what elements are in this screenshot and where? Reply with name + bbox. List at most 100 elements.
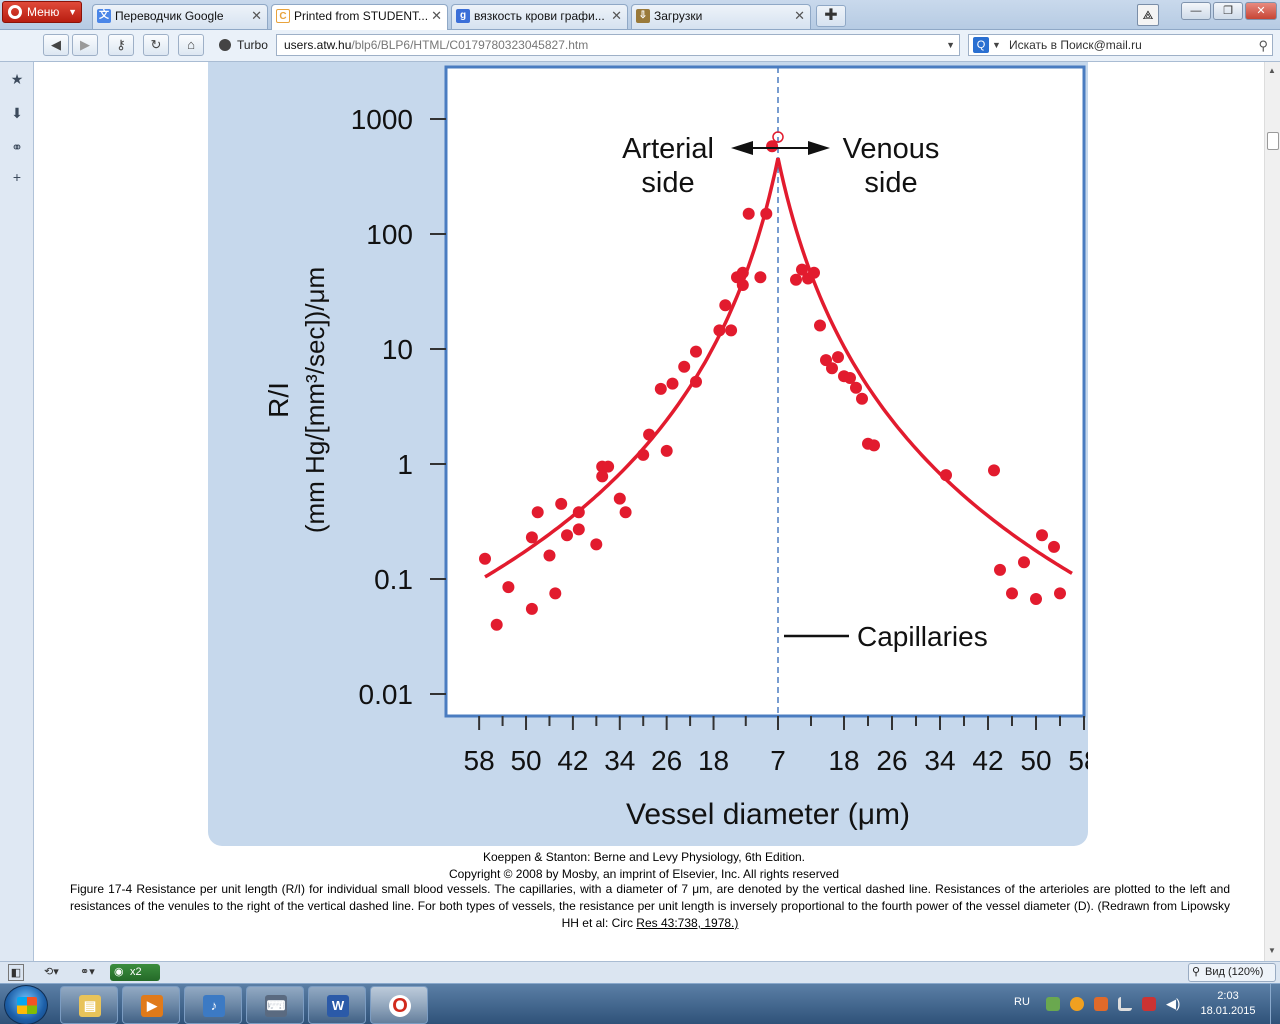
volume-icon[interactable]: ◀) [1166, 996, 1181, 1011]
x-tick-label: 58 [464, 745, 495, 776]
turbo-toggle[interactable]: Turbo [213, 34, 273, 56]
clock[interactable]: 2:03 18.01.2015 [1190, 989, 1266, 1019]
clock-time: 2:03 [1217, 990, 1239, 1002]
turbo-badge[interactable]: ◉ x2 [110, 964, 160, 981]
tab-google-search[interactable]: g вязкость крови графи... ✕ [451, 4, 628, 29]
caption-link[interactable]: Res 43:738, 1978.) [636, 916, 739, 930]
reload-icon: ↻ [150, 37, 162, 52]
tab-label: Переводчик Google [115, 9, 224, 23]
tab-printed-from-student[interactable]: C Printed from STUDENT... ✕ [271, 4, 448, 30]
back-button[interactable]: ◀ [43, 34, 69, 56]
downloads-icon[interactable]: ⬇ [11, 105, 23, 121]
download-icon: ⇩ [636, 9, 650, 23]
scrollbar-thumb[interactable] [1267, 132, 1279, 150]
new-tab-button[interactable]: ✚ [816, 5, 846, 27]
arterial-data-point [572, 506, 585, 519]
arterial-data-point [754, 271, 767, 284]
arterial-data-point [690, 345, 702, 358]
vertical-scrollbar[interactable]: ▲ ▼ [1264, 62, 1280, 961]
zoom-control[interactable]: ⚲ Вид (120%) [1188, 963, 1276, 982]
y-tick-label: 10 [382, 334, 413, 365]
signal-icon[interactable] [1118, 997, 1132, 1011]
unite-status-icon[interactable]: ⚭▾ [80, 966, 95, 978]
taskbar-word[interactable]: W [308, 986, 366, 1024]
bookmarks-star-icon[interactable]: ★ [10, 71, 24, 87]
y-tick-label: 0.01 [359, 679, 414, 710]
arterial-data-point [719, 299, 732, 312]
tab-label: Загрузки [654, 9, 703, 23]
venous-data-point [814, 319, 826, 332]
caption-text: Figure 17-4 Resistance per unit length (… [70, 882, 1230, 930]
security-icon[interactable] [1046, 997, 1060, 1011]
chevron-down-icon[interactable]: ▼ [946, 40, 955, 50]
opera-menu-button[interactable]: Меню ▼ [2, 1, 82, 23]
sync-status-icon[interactable]: ⟲▾ [44, 966, 59, 978]
arrow-left-icon [731, 141, 753, 155]
arterial-data-point [479, 552, 491, 565]
home-icon: ⌂ [187, 37, 195, 52]
tray-app-icon[interactable] [1070, 997, 1084, 1011]
forward-button[interactable]: ▶ [72, 34, 98, 56]
tab-downloads[interactable]: ⇩ Загрузки ✕ [631, 4, 811, 29]
url-host: users.atw.hu [284, 38, 352, 52]
language-indicator[interactable]: RU [1014, 996, 1030, 1008]
start-button[interactable] [4, 985, 48, 1024]
reload-button[interactable]: ↻ [143, 34, 169, 56]
tab-label: вязкость крови графи... [474, 9, 605, 23]
scroll-down-icon[interactable]: ▼ [1268, 946, 1276, 955]
close-icon[interactable]: ✕ [431, 8, 442, 23]
navigation-bar: ◀ ▶ ⚷ ↻ ⌂ Turbo users.atw.hu/blp6/BLP6/H… [0, 30, 1280, 62]
search-engine-icon[interactable]: Q [973, 37, 989, 53]
taskbar-on-screen-keyboard[interactable]: ⌨ [246, 986, 304, 1024]
arterial-data-point [666, 377, 679, 390]
key-button[interactable]: ⚷ [108, 34, 134, 56]
panel-toggle-icon[interactable]: ◧ [8, 964, 24, 981]
restore-button[interactable]: ❐ [1213, 2, 1243, 20]
x-tick-label: 42 [972, 745, 1003, 776]
credit-line-2: Copyright © 2008 by Mosby, an imprint of… [448, 867, 840, 881]
unite-share-icon[interactable]: ⚭ [11, 139, 23, 155]
network-icon[interactable] [1142, 997, 1156, 1011]
search-icon[interactable]: ⚲ [1258, 38, 1268, 53]
arterial-data-point [525, 602, 538, 615]
browser-tab-bar: Меню ▼ 文 Переводчик Google ✕ C Printed f… [0, 0, 1280, 30]
chevron-down-icon[interactable]: ▼ [992, 40, 1001, 50]
venous-data-point [940, 469, 952, 482]
x-tick-label: 58 [1068, 745, 1088, 776]
arterial-data-point [678, 360, 691, 373]
close-icon[interactable]: ✕ [611, 8, 622, 23]
venous-data-point [826, 362, 838, 375]
close-icon[interactable]: ✕ [794, 8, 805, 23]
arterial-label-line1: Arterial [622, 133, 714, 165]
zoom-icon: ⚲ [1192, 966, 1201, 978]
x-tick-label: 42 [557, 745, 588, 776]
home-button[interactable]: ⌂ [178, 34, 204, 56]
page-content: 1000 100 10 1 0.1 0.01 58 50 42 34 26 18 7 18 26 34 42 50… [34, 62, 1264, 961]
venous-data-point [1054, 587, 1066, 600]
taskbar-explorer[interactable]: ▤ [60, 986, 118, 1024]
venous-data-point [1036, 529, 1048, 542]
x-axis-label: Vessel diameter (μm) [626, 798, 910, 831]
url-path: /blp6/BLP6/HTML/C0179780323045827.htm [351, 38, 589, 52]
search-input[interactable]: Q ▼ Искать в Поиск@mail.ru ⚲ [968, 34, 1273, 56]
arterial-data-point [525, 531, 538, 544]
y-axis-label-line1: R/I [263, 382, 294, 418]
taskbar-media-player[interactable]: ▶ [122, 986, 180, 1024]
tab-google-translate[interactable]: 文 Переводчик Google ✕ [92, 4, 268, 29]
opera-link-sync-icon[interactable]: ⟁ [1137, 4, 1159, 26]
capillaries-label: Capillaries [857, 621, 988, 652]
add-panel-icon[interactable]: + [12, 169, 22, 185]
turbo-label: Turbo [237, 38, 268, 52]
close-window-button[interactable]: ✕ [1245, 2, 1277, 20]
address-field[interactable]: users.atw.hu/blp6/BLP6/HTML/C01797803230… [276, 34, 960, 56]
show-desktop-button[interactable] [1270, 984, 1280, 1024]
tray-update-icon[interactable] [1094, 997, 1108, 1011]
minimize-button[interactable]: — [1181, 2, 1211, 20]
close-icon[interactable]: ✕ [251, 8, 262, 23]
taskbar-opera[interactable]: O [370, 986, 428, 1024]
venous-data-point [1048, 540, 1060, 553]
taskbar-volume[interactable]: ♪ [184, 986, 242, 1024]
venous-data-point [1030, 593, 1042, 605]
venous-data-point [790, 273, 802, 286]
scroll-up-icon[interactable]: ▲ [1268, 66, 1276, 75]
